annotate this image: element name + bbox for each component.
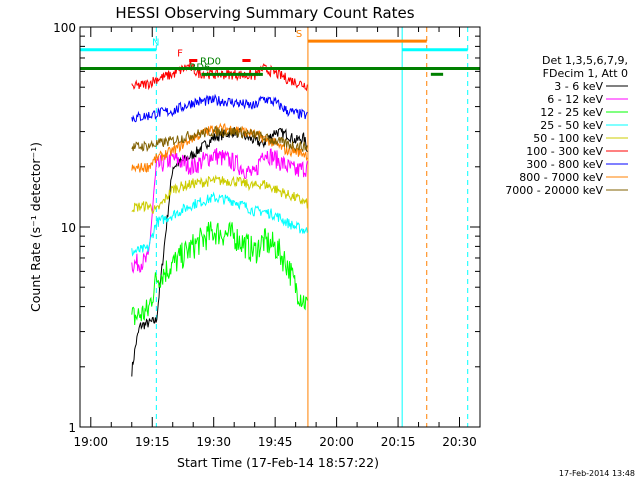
- x-tick-label-2: 19:30: [196, 435, 231, 449]
- x-tick-label-0: 19:00: [73, 435, 108, 449]
- legend-header-line-1: FDecim 1, Att 0: [543, 67, 628, 80]
- y-tick-label-0: 1: [68, 421, 76, 435]
- legend: Det 1,3,5,6,7,9,FDecim 1, Att 03 - 6 keV…: [505, 54, 628, 197]
- series-line-4: [131, 174, 308, 214]
- y-axis-label: Count Rate (s⁻¹ detector⁻¹): [28, 142, 43, 312]
- x-tick-label-6: 20:30: [442, 435, 477, 449]
- legend-label-0: 3 - 6 keV: [554, 80, 603, 93]
- state-label-f: F: [177, 48, 183, 59]
- x-tick-label-5: 20:15: [381, 435, 416, 449]
- footer-timestamp: 17-Feb-2014 13:48: [559, 469, 635, 478]
- series-line-3: [131, 191, 308, 257]
- legend-label-6: 300 - 800 keV: [526, 158, 603, 171]
- series-line-2: [131, 221, 308, 326]
- y-tick-label-1: 10: [61, 221, 76, 235]
- axes: 19:00 19:15 19:30 19:45 20:00 20:15 20:30 1 10 10…: [53, 21, 481, 449]
- series-line-1: [131, 147, 308, 274]
- legend-label-8: 7000 - 20000 keV: [505, 184, 603, 197]
- legend-label-2: 12 - 25 keV: [540, 106, 603, 119]
- chart-title: HESSI Observing Summary Count Rates: [115, 4, 414, 22]
- series-line-6: [131, 93, 308, 123]
- state-label-n: N: [152, 38, 159, 49]
- legend-label-3: 25 - 50 keV: [540, 119, 603, 132]
- x-tick-label-3: 19:45: [258, 435, 293, 449]
- state-label-s: S: [296, 29, 302, 40]
- x-tick-label-4: 20:00: [319, 435, 354, 449]
- legend-label-4: 50 - 100 keV: [533, 132, 603, 145]
- series-line-7: [131, 122, 308, 173]
- x-tick-label-1: 19:15: [135, 435, 170, 449]
- state-label-rd6: RD6: [189, 62, 210, 73]
- y-tick-label-2: 100: [53, 21, 76, 35]
- state-label-rd0: RD0: [200, 57, 221, 68]
- x-axis-label: Start Time (17-Feb-14 18:57:22): [177, 455, 379, 470]
- legend-label-1: 6 - 12 keV: [547, 93, 603, 106]
- legend-label-5: 100 - 300 keV: [526, 145, 603, 158]
- legend-label-7: 800 - 7000 keV: [519, 171, 603, 184]
- legend-header-line-0: Det 1,3,5,6,7,9,: [542, 54, 628, 67]
- series-line-8: [131, 125, 308, 153]
